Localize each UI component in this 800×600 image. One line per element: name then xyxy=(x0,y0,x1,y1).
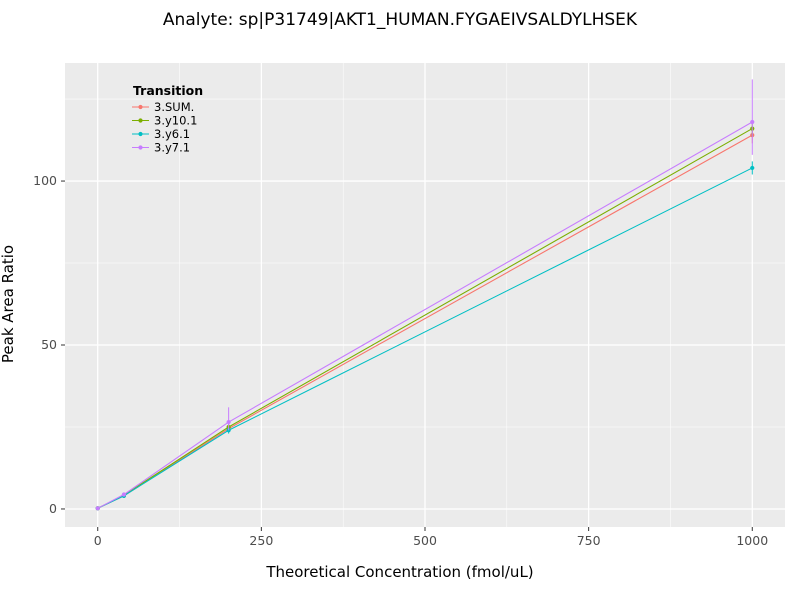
data-point xyxy=(750,165,755,171)
axis-ticks: 0 250 500 750 1000 0 50 100 xyxy=(33,173,768,548)
legend: Transition 3.SUM.3.y10.13.y6.13.y7.1 xyxy=(132,83,203,155)
x-tick-label: 500 xyxy=(413,533,437,548)
legend-key-point xyxy=(138,145,143,150)
legend-label: 3.y7.1 xyxy=(154,141,190,155)
legend-key-point xyxy=(138,131,143,137)
data-point xyxy=(750,119,755,125)
y-tick-label: 50 xyxy=(41,337,57,352)
series-line xyxy=(97,121,753,509)
y-axis-label: Peak Area Ratio xyxy=(0,244,17,364)
y-tick-label: 0 xyxy=(49,501,57,516)
x-axis-label: Theoretical Concentration (fmol/uL) xyxy=(266,563,534,581)
y-tick-label: 100 xyxy=(33,173,57,188)
legend-item: 3.SUM. xyxy=(132,100,194,114)
grid-major xyxy=(65,63,785,527)
legend-item: 3.y7.1 xyxy=(132,141,190,155)
x-tick-label: 750 xyxy=(577,533,601,548)
legend-item: 3.y6.1 xyxy=(132,127,190,141)
series-3-y7-1 xyxy=(95,79,755,511)
legend-label: 3.y10.1 xyxy=(154,114,197,128)
x-tick-label: 1000 xyxy=(736,533,768,548)
x-tick-label: 250 xyxy=(249,533,273,548)
series-line xyxy=(97,167,753,509)
data-point xyxy=(121,492,127,497)
legend-key-point xyxy=(138,104,143,110)
legend-title: Transition xyxy=(133,83,203,98)
legend-key-point xyxy=(138,118,143,123)
data-point xyxy=(95,506,100,511)
chart-title: Analyte: sp|P31749|AKT1_HUMAN.FYGAEIVSAL… xyxy=(162,10,638,30)
legend-item: 3.y10.1 xyxy=(132,114,197,128)
legend-label: 3.y6.1 xyxy=(154,127,190,141)
data-point xyxy=(226,419,231,425)
x-tick-label: 0 xyxy=(94,533,102,548)
legend-label: 3.SUM. xyxy=(154,100,194,114)
